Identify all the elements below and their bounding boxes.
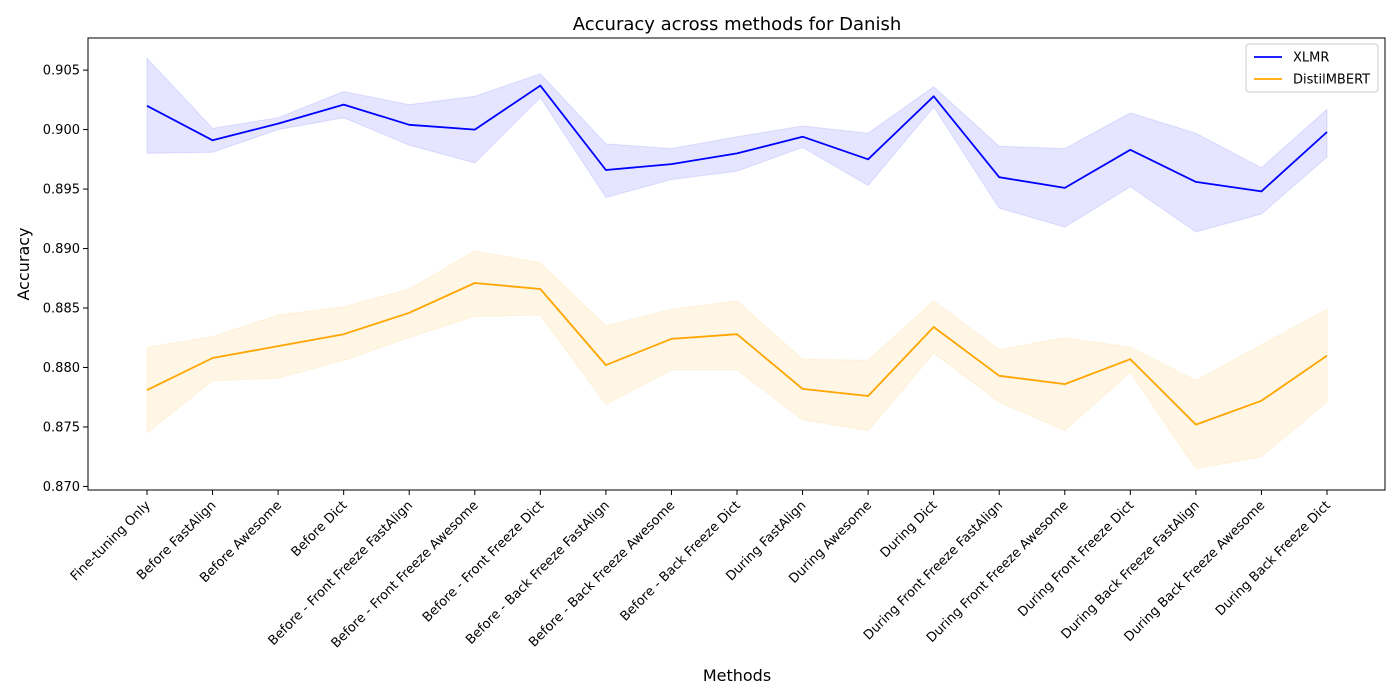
y-tick-label: 0.880 <box>43 361 80 376</box>
y-tick-label: 0.900 <box>43 123 80 138</box>
chart-title: Accuracy across methods for Danish <box>573 14 902 35</box>
series-line-1 <box>146 282 1328 426</box>
y-tick-label: 0.870 <box>43 480 80 495</box>
legend: XLMR DistilMBERT <box>1245 43 1379 93</box>
legend-box <box>1245 43 1379 93</box>
y-axis-label: Accuracy <box>14 227 33 300</box>
y-tick-label: 0.890 <box>43 242 80 257</box>
y-tick-label: 0.885 <box>43 302 80 317</box>
series-line-0 <box>146 84 1328 193</box>
y-axis: 0.870 0.875 0.880 0.885 0.890 0.895 0.900 0.905 <box>43 64 88 495</box>
y-tick-label: 0.895 <box>43 183 80 198</box>
band-0 <box>146 56 1328 233</box>
y-tick-label: 0.875 <box>43 420 80 435</box>
legend-label-0: XLMR <box>1293 51 1329 66</box>
x-axis-label: Methods <box>703 666 771 685</box>
confidence-bands <box>146 56 1328 470</box>
y-tick-label: 0.905 <box>43 64 80 79</box>
series-lines <box>146 84 1328 426</box>
legend-label-1: DistilMBERT <box>1293 73 1370 88</box>
band-1 <box>146 250 1328 470</box>
